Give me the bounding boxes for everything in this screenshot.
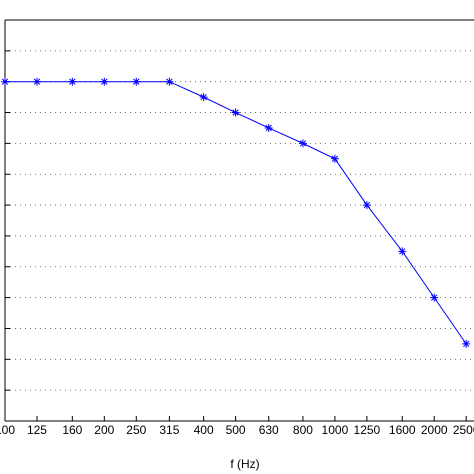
marker (231, 108, 240, 117)
x-tick-label: 100 (0, 423, 15, 437)
marker (362, 201, 371, 210)
marker (298, 139, 307, 148)
x-tick-label: 1250 (354, 423, 381, 437)
marker (462, 339, 471, 348)
x-tick-label: 500 (226, 423, 246, 437)
x-tick-label: 1600 (389, 423, 416, 437)
marker (398, 247, 407, 256)
x-tick-label: 200 (94, 423, 114, 437)
x-tick-label: 2000 (421, 423, 448, 437)
x-tick-label: 800 (293, 423, 313, 437)
line (5, 81, 467, 345)
marker (68, 77, 77, 86)
x-axis-label: f (Hz) (230, 457, 259, 471)
x-tick-label: 160 (62, 423, 82, 437)
marker (330, 154, 339, 163)
x-tick-label: 250 (126, 423, 146, 437)
x-tick-label: 125 (27, 423, 47, 437)
marker (199, 93, 208, 102)
marker (32, 77, 41, 86)
x-tick-label: 400 (194, 423, 214, 437)
x-tick-label: 315 (159, 423, 179, 437)
marker (264, 123, 273, 132)
marker (165, 77, 174, 86)
marker (1, 77, 9, 86)
marker (100, 77, 109, 86)
x-tick-label: 630 (259, 423, 279, 437)
marker (132, 77, 141, 86)
x-tick-label: 1000 (322, 423, 349, 437)
marker (430, 293, 439, 302)
x-tick-label: 2500 (453, 423, 474, 437)
